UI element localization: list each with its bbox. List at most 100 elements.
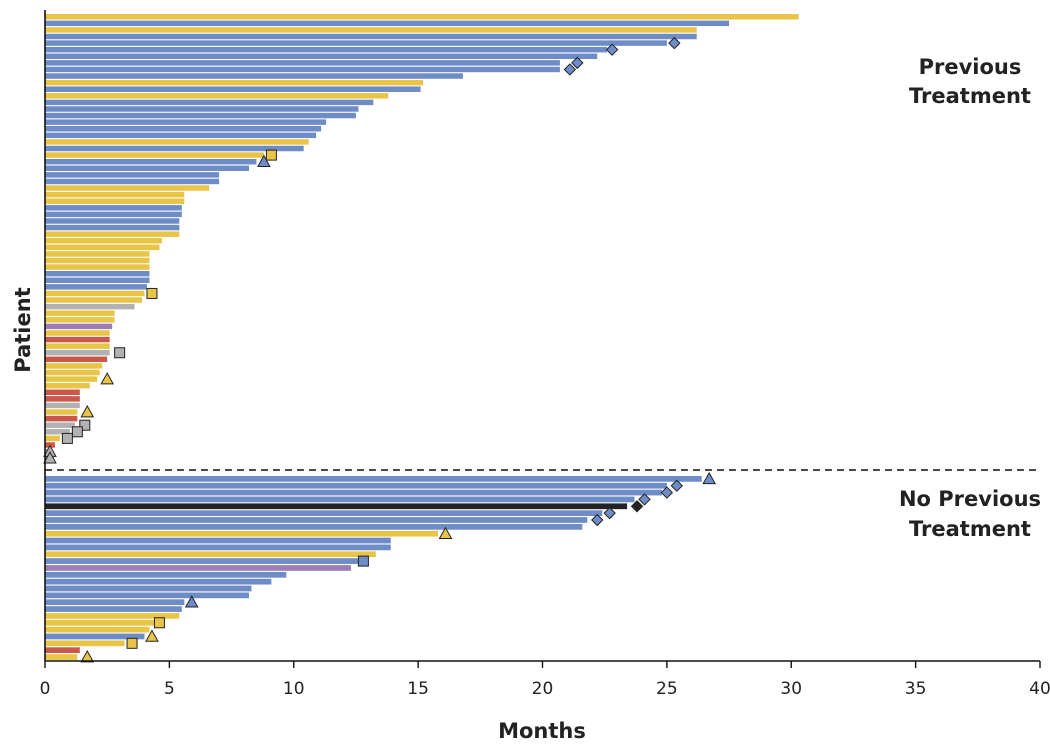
patient-bar [45,489,662,496]
patient-bar [45,46,608,53]
patient-bar [45,482,667,489]
x-tick-label: 35 [905,679,927,699]
y-axis-title: Patient [11,287,35,372]
x-tick-label: 10 [283,679,305,699]
patient-bar [45,571,287,578]
patient-bar [45,356,108,363]
patient-bar [45,517,588,523]
patient-bar [45,238,162,244]
patient-bar [45,350,110,356]
patient-bar [45,20,730,27]
patient-bar [45,93,389,99]
patient-bar [45,284,147,290]
patient-bar [45,290,145,297]
diamond-marker [638,493,651,506]
bars-layer [45,14,799,660]
patient-bar [45,336,110,343]
patient-bar [45,99,374,106]
triangle-marker [145,629,159,642]
square-marker [61,432,73,444]
square-marker [265,149,277,161]
patient-bar [45,264,150,270]
patient-bar [45,585,252,592]
group-label-previous-line2: Treatment [909,84,1031,108]
patient-bar [45,323,113,330]
patient-bar [45,257,150,264]
patient-bar [45,369,100,376]
x-tick-label: 0 [40,679,51,699]
patient-bar [45,106,359,112]
patient-bar [45,510,603,517]
patient-bar [45,565,351,571]
square-marker [114,347,126,359]
patient-bar [45,599,185,606]
patient-bar [45,145,304,152]
patient-bar [45,152,264,158]
patient-bar [45,626,150,633]
patient-bar [45,523,583,530]
patient-bar [45,211,182,218]
x-tick-label: 25 [656,679,678,699]
patient-bar [45,503,628,510]
patient-bar [45,606,182,612]
patient-bar [45,343,110,349]
triangle-marker [100,372,115,385]
diamond-marker [605,43,619,56]
patient-bar [45,619,155,626]
square-marker [153,617,165,629]
patient-bar [45,530,439,537]
patient-bar [45,422,75,428]
triangle-marker [702,471,717,485]
diamond-marker [660,486,674,499]
group-label-previous-line1: Previous [919,55,1022,79]
patient-bar [45,544,391,551]
square-marker [357,555,369,567]
x-axis-ticks: 0 5 10 15 20 25 30 35 40 [40,661,1050,699]
patient-bar [45,429,70,435]
patient-bar [45,592,249,599]
patient-bar [45,558,359,564]
patient-bar [45,178,220,185]
markers-layer [43,36,717,663]
patient-bar [45,435,60,442]
patient-bar [45,409,78,415]
patient-bar [45,60,560,66]
x-tick-label: 20 [532,679,554,699]
patient-bar [45,86,421,92]
patient-bar [45,376,98,382]
triangle-marker [184,595,199,608]
patient-bar [45,251,150,257]
patient-bar [45,218,180,224]
patient-bar [45,205,182,211]
patient-bar [45,476,702,482]
diamond-marker [603,506,616,520]
patient-bar [45,297,143,303]
patient-bar [45,640,125,647]
patient-bar [45,231,180,237]
patient-bar [45,33,697,40]
patient-bar [45,191,185,198]
patient-bar [45,496,635,503]
patient-bar [45,551,376,558]
diamond-marker [591,513,604,527]
patient-bar [45,73,463,79]
square-marker [79,419,91,431]
patient-bar [45,165,249,172]
triangle-marker [80,405,95,418]
patient-bar [45,415,78,422]
patient-bar [45,363,103,369]
x-tick-label: 5 [164,679,175,699]
patient-bar [45,224,180,231]
triangle-marker [257,154,271,167]
patient-bar [45,633,145,640]
patient-bar [45,53,598,60]
patient-bar [45,66,560,73]
patient-bar [45,277,150,284]
group-label-no-previous-line2: Treatment [909,517,1031,541]
patient-bar [45,139,309,145]
patient-bar [45,402,80,409]
patient-bar [45,310,115,316]
group-label-no-previous: No Previous Treatment [899,487,1041,541]
patient-bar [45,382,90,389]
